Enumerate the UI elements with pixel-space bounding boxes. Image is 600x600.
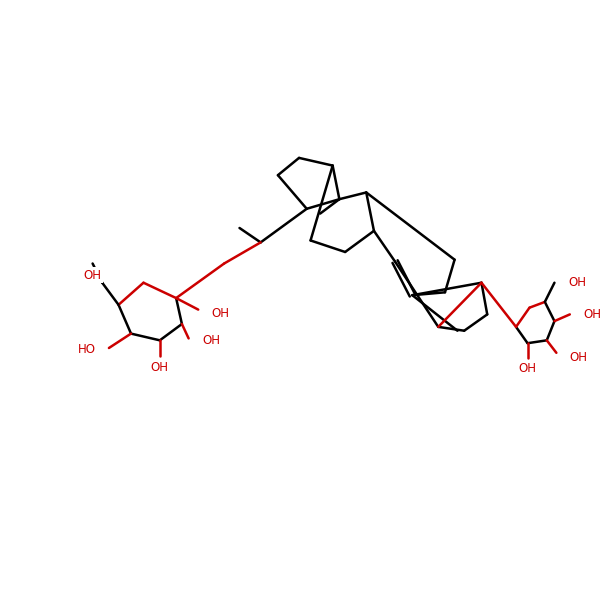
Text: OH: OH <box>151 361 169 374</box>
Text: OH: OH <box>583 308 600 321</box>
Text: OH: OH <box>83 269 101 281</box>
Text: OH: OH <box>568 276 586 289</box>
Text: OH: OH <box>570 351 588 364</box>
Text: OH: OH <box>202 334 220 347</box>
Text: OH: OH <box>518 362 536 374</box>
Text: OH: OH <box>212 307 230 320</box>
Text: HO: HO <box>77 343 95 356</box>
